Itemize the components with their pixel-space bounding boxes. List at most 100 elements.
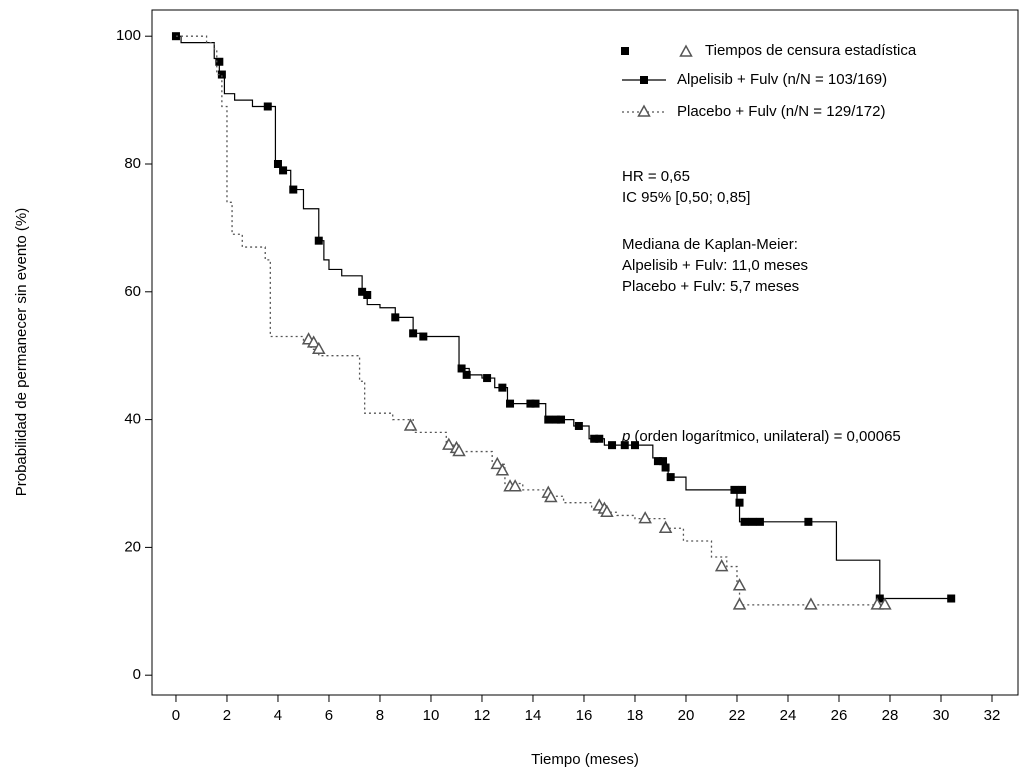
censor-marker (804, 517, 813, 526)
x-tick-label: 28 (882, 707, 899, 724)
censor-marker (630, 441, 639, 450)
censor-marker (391, 313, 400, 322)
censor-marker (289, 185, 298, 194)
censor-marker (306, 335, 321, 348)
censor-marker (498, 383, 507, 392)
censor-marker (506, 399, 515, 408)
annotation: HR = 0,65 (622, 168, 690, 185)
legend-marker (679, 44, 693, 57)
censor-marker (947, 594, 956, 603)
legend-marker (637, 104, 651, 117)
censor-marker (508, 479, 522, 492)
censor-marker (312, 341, 326, 355)
x-tick-label: 10 (423, 707, 440, 724)
y-tick-label: 0 (133, 666, 141, 683)
censor-marker (714, 559, 729, 572)
censor-marker (732, 578, 747, 591)
x-tick-label: 18 (627, 707, 644, 724)
censor-marker (557, 415, 566, 424)
censor-marker (409, 329, 418, 338)
x-tick-label: 26 (831, 707, 848, 724)
x-tick-label: 22 (729, 707, 746, 724)
censor-marker (878, 597, 892, 610)
censor-marker (442, 437, 456, 450)
x-tick-label: 14 (525, 707, 542, 724)
censor-marker (526, 399, 535, 408)
legend-label: Tiempos de censura estadística (705, 42, 917, 59)
survival-curve (175, 35, 883, 606)
censor-marker (403, 418, 418, 431)
y-tick-label: 80 (124, 155, 141, 172)
y-tick-label: 60 (124, 283, 141, 300)
censor-marker (457, 364, 466, 373)
x-tick-label: 30 (933, 707, 950, 724)
censor-marker (600, 504, 614, 517)
censor-marker (574, 421, 583, 430)
annotation: Placebo + Fulv: 5,7 meses (622, 278, 799, 295)
censor-marker (358, 287, 367, 296)
censor-marker (732, 597, 747, 610)
censor-marker (653, 457, 662, 466)
legend-marker (621, 47, 629, 55)
y-tick-label: 20 (124, 538, 141, 555)
censor-marker (273, 159, 282, 168)
p-value-annotation: p (orden logarítmico, unilateral) = 0,000… (621, 428, 901, 445)
censor-marker (638, 511, 652, 524)
y-tick-label: 40 (124, 411, 141, 428)
censor-marker (462, 370, 471, 379)
censor-marker (620, 441, 629, 450)
censor-marker (661, 463, 670, 472)
censor-marker (263, 102, 272, 111)
censor-marker (483, 374, 492, 383)
survival-curve (175, 35, 952, 600)
censor-marker (590, 434, 599, 443)
x-tick-label: 12 (474, 707, 491, 724)
censor-marker (279, 166, 288, 175)
p-text: (orden logarítmico, unilateral) = 0,0006… (634, 428, 900, 445)
censor-marker (755, 517, 764, 526)
x-tick-label: 6 (325, 707, 333, 724)
x-tick-label: 16 (576, 707, 593, 724)
y-tick-label: 100 (116, 27, 141, 44)
x-tick-label: 0 (172, 707, 180, 724)
y-axis-label: Probabilidad de permanecer sin evento (%… (13, 208, 30, 497)
censor-marker (738, 485, 747, 494)
censor-marker (215, 57, 224, 66)
censor-marker (452, 443, 466, 457)
censor-marker (608, 441, 617, 450)
censor-marker (314, 236, 323, 245)
x-tick-label: 8 (376, 707, 384, 724)
censor-marker (551, 415, 560, 424)
x-tick-label: 2 (223, 707, 231, 724)
censor-marker (419, 332, 428, 341)
censor-marker (531, 399, 540, 408)
censor-marker (495, 463, 510, 476)
annotation: Alpelisib + Fulv: 11,0 meses (622, 257, 808, 274)
legend-label: Alpelisib + Fulv (n/N = 103/169) (677, 71, 887, 88)
censor-marker (595, 434, 604, 443)
censor-marker (740, 517, 749, 526)
censor-marker (659, 457, 668, 466)
censor-marker (363, 290, 372, 299)
legend-label: Placebo + Fulv (n/N = 129/172) (677, 103, 885, 120)
censor-marker (875, 594, 884, 603)
censor-marker (544, 489, 558, 503)
p-symbol: p (621, 428, 630, 445)
legend-marker (640, 76, 648, 84)
x-tick-label: 20 (678, 707, 695, 724)
censor-marker (217, 70, 226, 79)
censor-marker (658, 520, 673, 533)
annotation: IC 95% [0,50; 0,85] (622, 189, 750, 206)
censor-marker (544, 415, 553, 424)
plot-frame (151, 9, 1019, 696)
x-tick-label: 32 (984, 707, 1001, 724)
censor-marker (666, 473, 675, 482)
censor-marker (804, 597, 818, 610)
annotation: Mediana de Kaplan-Meier: (622, 236, 798, 253)
censor-marker (730, 485, 739, 494)
x-tick-label: 24 (780, 707, 797, 724)
censor-marker (490, 456, 505, 470)
censor-marker (748, 517, 757, 526)
